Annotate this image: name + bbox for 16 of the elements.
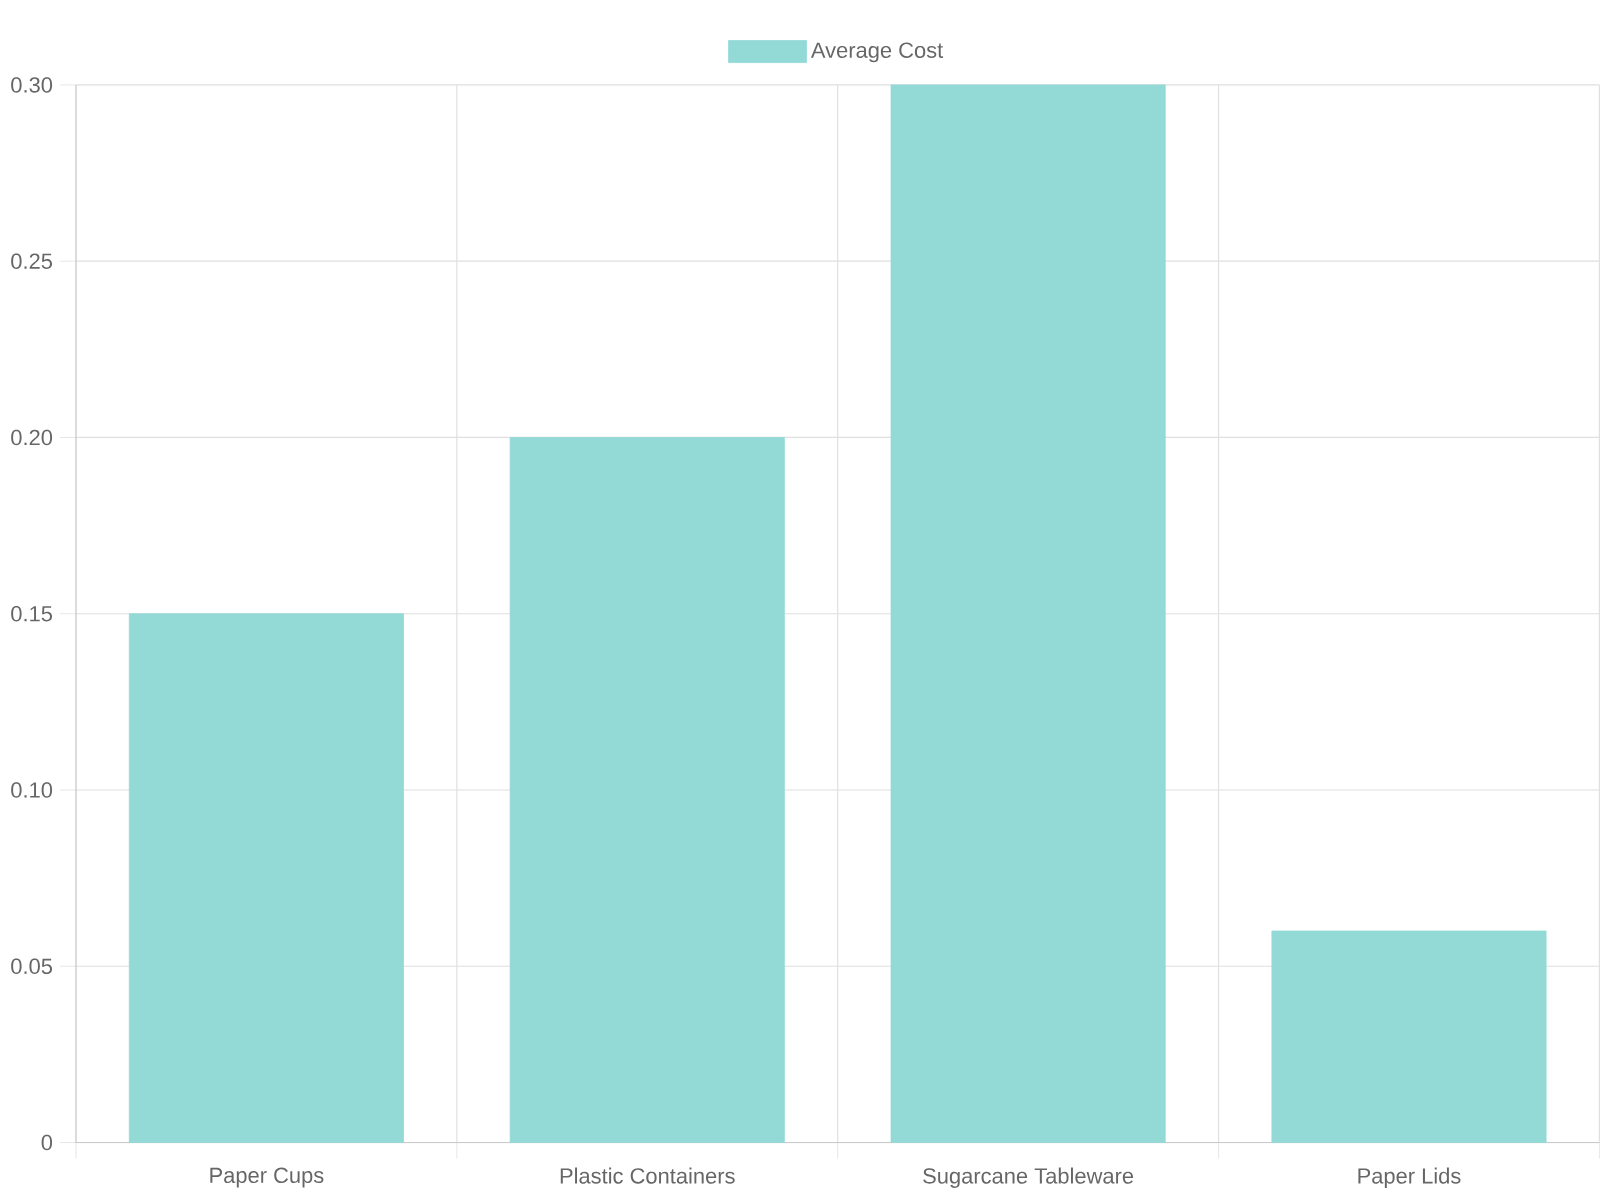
bar (890, 84, 1166, 1144)
bar (128, 613, 404, 1144)
y-tick-label: 0.05 (11, 958, 53, 975)
legend-label: Average Cost (810, 42, 944, 63)
y-tick-label: 0.25 (11, 253, 53, 270)
x-tick-label: Paper Lids (1358, 1167, 1461, 1189)
y-tick-label: 0.10 (11, 782, 53, 798)
bar (1271, 930, 1547, 1144)
y-tick-label: 0 (41, 1135, 53, 1151)
x-tick-label: Plastic Containers (560, 1167, 735, 1184)
bar (509, 437, 785, 1144)
y-tick-label: 0.30 (11, 77, 53, 93)
y-tick-label: 0.20 (11, 429, 53, 446)
x-tick-label: Paper Cups (210, 1167, 324, 1188)
x-tick-label: Sugarcane Tableware (923, 1167, 1134, 1189)
y-tick-label: 0.15 (11, 606, 53, 622)
